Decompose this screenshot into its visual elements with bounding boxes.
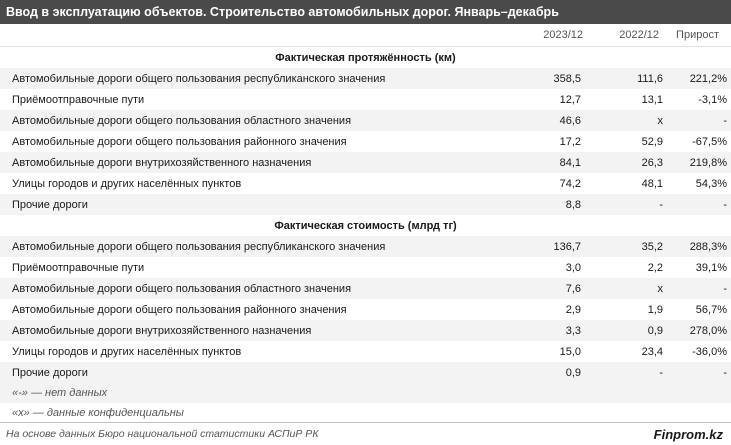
value-2022: 48,1 xyxy=(641,177,663,190)
row-label: Улицы городов и других населённых пункто… xyxy=(12,345,242,358)
value-growth: -3,1% xyxy=(698,93,727,106)
value-2023: 15,0 xyxy=(559,345,581,358)
value-growth: -67,5% xyxy=(692,135,727,148)
value-2023: 3,3 xyxy=(565,324,581,337)
value-growth: 39,1% xyxy=(695,261,727,274)
value-growth: 221,2% xyxy=(689,72,727,85)
value-2022: - xyxy=(659,366,663,379)
table-row: Прочие дороги 0,9 - - xyxy=(0,362,731,383)
table-row: Автомобильные дороги общего пользования … xyxy=(0,68,731,89)
section-heading: Фактическая протяжённость (км) xyxy=(0,47,731,68)
footer: На основе данных Бюро национальной стати… xyxy=(0,422,731,445)
row-label: Автомобильные дороги внутрихозяйственног… xyxy=(12,324,312,337)
value-2023: 0,9 xyxy=(565,366,581,379)
table-row: Приёмоотправочные пути 3,0 2,2 39,1% xyxy=(0,257,731,278)
value-2023: 84,1 xyxy=(559,156,581,169)
value-growth: - xyxy=(723,198,727,211)
table-row: Автомобильные дороги общего пользования … xyxy=(0,299,731,320)
value-2022: 2,2 xyxy=(647,261,663,274)
value-growth: 219,8% xyxy=(689,156,727,169)
column-header-2023: 2023/12 xyxy=(543,29,583,41)
column-header-growth: Прирост xyxy=(676,29,719,41)
row-label: Прочие дороги xyxy=(12,366,88,379)
section-heading-label: Фактическая стоимость (млрд тг) xyxy=(274,219,457,232)
value-2023: 7,6 xyxy=(565,282,581,295)
column-header-row: 2023/12 2022/12 Прирост xyxy=(0,24,731,47)
value-2022: 23,4 xyxy=(641,345,663,358)
row-label: Автомобильные дороги внутрихозяйственног… xyxy=(12,156,312,169)
source-note: На основе данных Бюро национальной стати… xyxy=(6,428,319,440)
value-2022: - xyxy=(659,198,663,211)
row-label: Приёмоотправочные пути xyxy=(12,261,145,274)
value-2022: 1,9 xyxy=(647,303,663,316)
table-row: Приёмоотправочные пути 12,7 13,1 -3,1% xyxy=(0,89,731,110)
table-body: Фактическая протяжённость (км) Автомобиль… xyxy=(0,47,731,423)
value-2022: 0,9 xyxy=(647,324,663,337)
value-2023: 17,2 xyxy=(559,135,581,148)
value-2022: x xyxy=(657,114,664,127)
row-label: Автомобильные дороги общего пользования … xyxy=(12,282,352,295)
table-row: Улицы городов и других населённых пункто… xyxy=(0,341,731,362)
legend-note: «x» — данные конфиденциальны xyxy=(12,407,184,419)
value-growth: - xyxy=(723,114,727,127)
row-label: Улицы городов и других населённых пункто… xyxy=(12,177,242,190)
legend-note: «-» — нет данных xyxy=(0,383,731,403)
value-growth: 56,7% xyxy=(695,303,727,316)
value-2023: 12,7 xyxy=(559,93,581,106)
value-growth: 54,3% xyxy=(695,177,727,190)
value-2022: 35,2 xyxy=(641,240,663,253)
row-label: Автомобильные дороги общего пользования … xyxy=(12,303,347,316)
row-label: Прочие дороги xyxy=(12,198,88,211)
column-header-2022: 2022/12 xyxy=(619,29,659,41)
value-2023: 358,5 xyxy=(553,72,581,85)
table-title: Ввод в эксплуатацию объектов. Строительс… xyxy=(0,0,731,24)
value-2022: 111,6 xyxy=(637,72,663,85)
row-label: Автомобильные дороги общего пользования … xyxy=(12,72,386,85)
value-2023: 46,6 xyxy=(559,114,581,127)
section-heading-label: Фактическая протяжённость (км) xyxy=(275,51,456,64)
row-label: Автомобильные дороги общего пользования … xyxy=(12,135,347,148)
table-row: Автомобильные дороги общего пользования … xyxy=(0,110,731,131)
table-row: Прочие дороги 8,8 - - xyxy=(0,194,731,215)
value-growth: - xyxy=(723,366,727,379)
value-2023: 3,0 xyxy=(565,261,581,274)
value-2022: 52,9 xyxy=(641,135,663,148)
table-row: Автомобильные дороги общего пользования … xyxy=(0,278,731,299)
table-row: Автомобильные дороги общего пользования … xyxy=(0,236,731,257)
brand-logo: Finprom.kz xyxy=(653,426,723,442)
value-2022: 13,1 xyxy=(641,93,663,106)
value-2023: 74,2 xyxy=(559,177,581,190)
row-label: Приёмоотправочные пути xyxy=(12,93,145,106)
value-2022: 26,3 xyxy=(641,156,663,169)
section-heading: Фактическая стоимость (млрд тг) xyxy=(0,215,731,236)
value-2022: x xyxy=(657,282,664,295)
table-row: Автомобильные дороги общего пользования … xyxy=(0,131,731,152)
table-row: Автомобильные дороги внутрихозяйственног… xyxy=(0,152,731,173)
table-row: Автомобильные дороги внутрихозяйственног… xyxy=(0,320,731,341)
value-growth: 288,3% xyxy=(689,240,727,253)
row-label: Автомобильные дороги общего пользования … xyxy=(12,114,352,127)
value-2023: 2,9 xyxy=(565,303,581,316)
value-growth: 278,0% xyxy=(689,324,727,337)
value-2023: 8,8 xyxy=(565,198,581,211)
table-row: Улицы городов и других населённых пункто… xyxy=(0,173,731,194)
value-2023: 136,7 xyxy=(553,240,581,253)
value-growth: -36,0% xyxy=(692,345,727,358)
row-label: Автомобильные дороги общего пользования … xyxy=(12,240,386,253)
value-growth: - xyxy=(723,282,727,295)
